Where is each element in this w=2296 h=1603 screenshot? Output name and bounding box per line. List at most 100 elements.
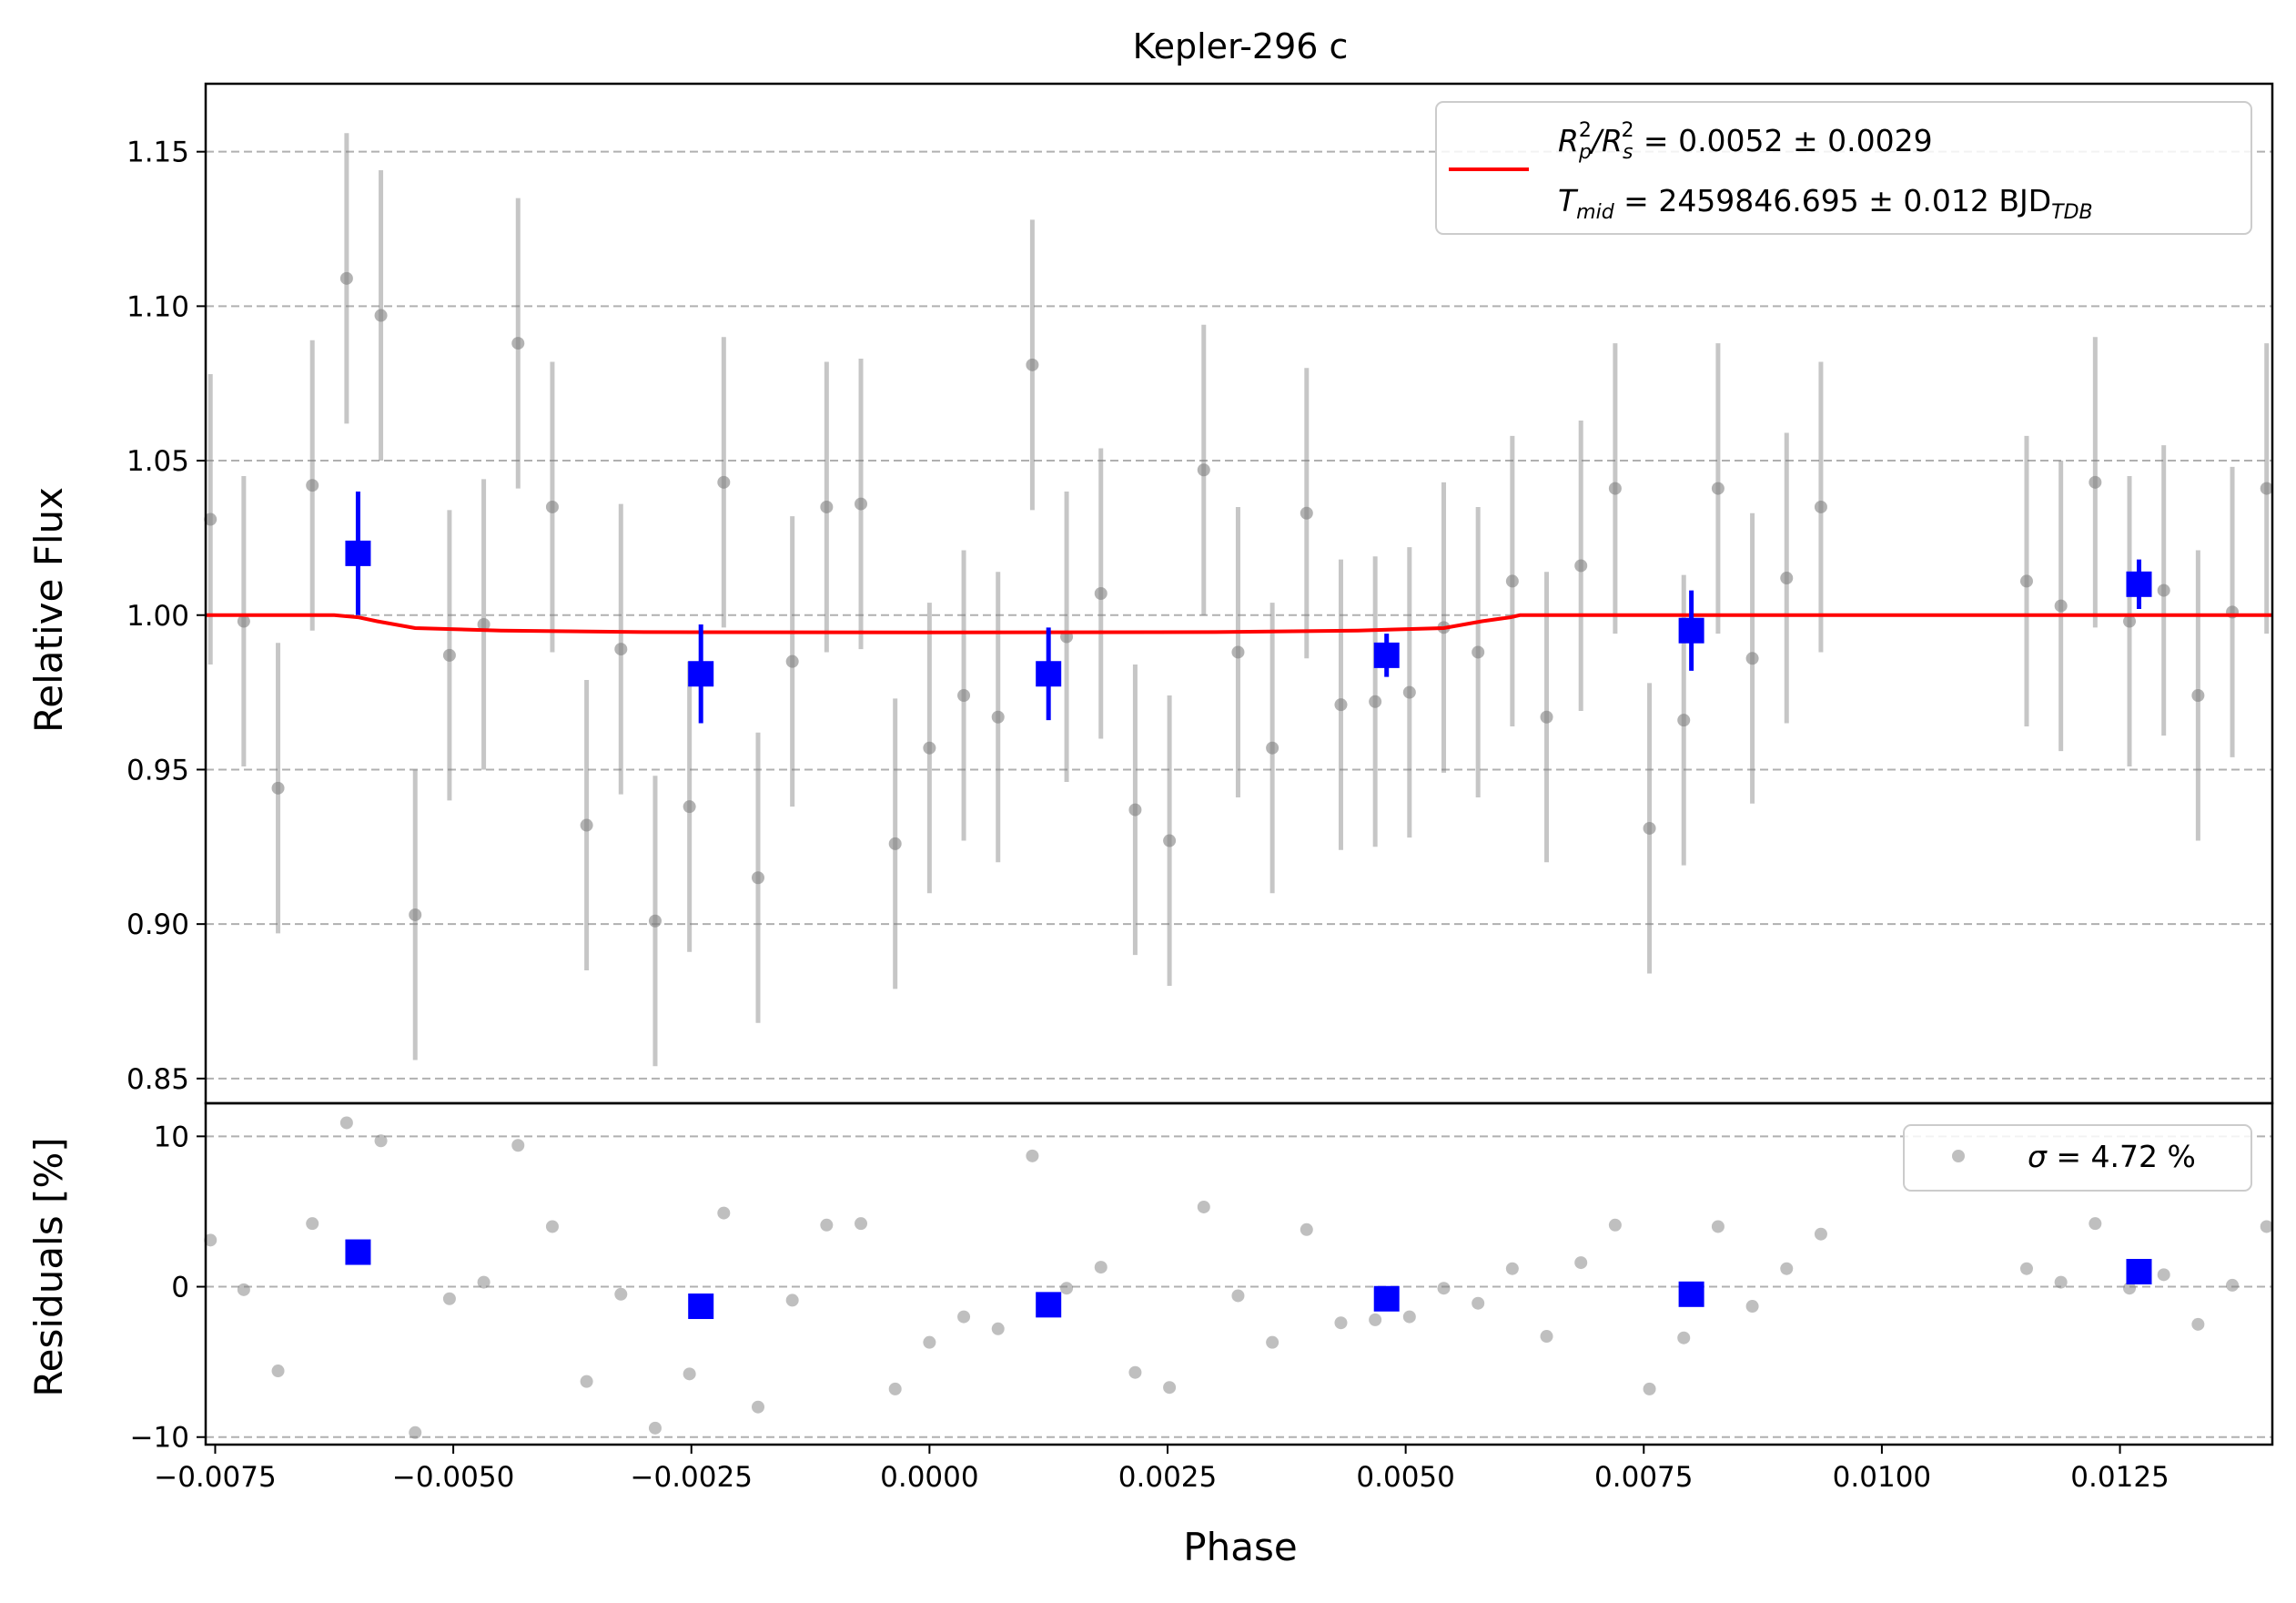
raw-residual-point [751, 1400, 764, 1414]
raw-residual-point [1780, 1262, 1794, 1275]
residual-tick-label: 10 [154, 1121, 189, 1153]
tmid-value: = 2459846.695 ± 0.012 BJD [1614, 183, 2051, 218]
raw-residual-point [2089, 1217, 2102, 1231]
raw-flux-point [477, 617, 491, 631]
raw-residual-point [1540, 1330, 1553, 1344]
raw-residual-point [1197, 1200, 1210, 1213]
raw-residual-points [204, 1116, 2273, 1439]
flux-y-ticks: 0.85 0.90 0.95 1.00 1.05 1.10 1.15 [126, 137, 206, 1096]
raw-flux-point [1026, 358, 1039, 371]
raw-flux-point [2191, 689, 2205, 702]
depth-value: = 0.0052 ± 0.0029 [1633, 123, 1932, 158]
raw-flux-point [1711, 482, 1725, 495]
binned-residual-point [345, 1239, 371, 1265]
raw-flux-point [1574, 559, 1588, 573]
raw-flux-point [2260, 482, 2273, 495]
raw-flux-point [1402, 685, 1416, 699]
raw-flux-point [1163, 834, 1177, 847]
binned-flux-point [1678, 617, 1704, 644]
raw-residual-point [785, 1294, 799, 1307]
raw-flux-point [785, 654, 799, 668]
raw-flux-point [1814, 500, 1827, 513]
phase-tick-label: −0.0025 [631, 1461, 753, 1494]
sigma-legend: σ = 4.72 % [1903, 1124, 2252, 1192]
raw-residual-point [717, 1206, 731, 1220]
raw-residual-point [1437, 1282, 1451, 1295]
tmid-symbol: T [1558, 183, 1579, 218]
raw-flux-point [1369, 695, 1382, 708]
raw-flux-point [2089, 475, 2102, 489]
raw-residual-point [820, 1218, 834, 1232]
binned-flux-points [345, 492, 2152, 724]
binned-residual-point [1373, 1285, 1400, 1312]
rp-superscript: 2 [1579, 119, 1592, 142]
flux-panel: 0.850.900.951.001.051.101.15 Rp2/Rs2 = 0… [26, 82, 2274, 1105]
flux-tick-label: 0.85 [126, 1063, 189, 1096]
raw-residual-point [614, 1287, 628, 1301]
raw-residual-point [271, 1365, 285, 1378]
raw-residual-point [923, 1335, 936, 1349]
tdb-subscript: TDB [2051, 201, 2092, 224]
raw-residual-point [1745, 1300, 1759, 1314]
rs-symbol: /R [1589, 123, 1623, 158]
flux-tick-label: 0.95 [126, 754, 189, 786]
tmid-subscript: mid [1576, 201, 1615, 224]
phase-tick-label: 0.0025 [1118, 1461, 1217, 1494]
legend-sigma: σ = 4.72 % [2028, 1139, 2196, 1174]
legend-radius-ratio: Rp2/Rs2 = 0.0052 ± 0.0029 [1558, 119, 1933, 164]
raw-flux-point [2019, 574, 2033, 588]
raw-residual-point [1472, 1296, 1485, 1310]
binned-flux-point [345, 540, 371, 566]
flux-axis-label: Relative Flux [26, 487, 71, 733]
transit-model-line [206, 613, 2272, 634]
raw-residual-point [2123, 1282, 2137, 1295]
binned-flux-point [688, 661, 714, 687]
raw-residual-point [855, 1217, 868, 1231]
raw-flux-point [545, 500, 559, 513]
binned-residual-point [688, 1294, 714, 1320]
raw-residual-point [1231, 1289, 1245, 1303]
rp-symbol: R [1558, 123, 1579, 158]
phase-tick-label: 0.0100 [1833, 1461, 1931, 1494]
raw-residual-point [1574, 1256, 1588, 1270]
raw-residual-point [204, 1233, 217, 1247]
raw-residual-point [991, 1322, 1005, 1335]
raw-flux-point [855, 497, 868, 511]
flux-tick-label: 0.90 [126, 908, 189, 941]
raw-flux-point [1094, 587, 1108, 600]
raw-residual-point [683, 1367, 696, 1381]
raw-flux-point [888, 837, 902, 850]
raw-residual-point [1643, 1382, 1656, 1395]
rs-superscript: 2 [1621, 119, 1633, 142]
binned-residual-point [1036, 1292, 1062, 1318]
raw-residual-point [545, 1220, 559, 1233]
raw-residual-point [957, 1310, 971, 1324]
raw-flux-point [1334, 698, 1348, 712]
raw-residual-point [237, 1283, 250, 1296]
raw-flux-point [717, 475, 731, 489]
raw-flux-point [923, 741, 936, 755]
raw-flux-point [1608, 482, 1622, 495]
raw-residual-point [1094, 1261, 1108, 1274]
raw-residual-point [2054, 1275, 2068, 1289]
legend-raw-swatch [1952, 1150, 1965, 1162]
raw-flux-point [1128, 803, 1142, 817]
flux-tick-label: 1.05 [126, 445, 189, 478]
phase-tick-label: 0.0050 [1356, 1461, 1454, 1494]
raw-residual-point [1026, 1149, 1039, 1162]
raw-flux-point [374, 309, 388, 322]
flux-gridlines [206, 150, 2272, 1080]
raw-flux-point [1231, 645, 1245, 659]
raw-residual-point [1334, 1316, 1348, 1330]
raw-flux-point [1745, 652, 1759, 665]
residuals-panel-frame [204, 1101, 2274, 1446]
raw-flux-point [648, 914, 662, 928]
raw-residual-point [1163, 1381, 1177, 1395]
raw-flux-point [204, 512, 217, 526]
raw-flux-point [511, 337, 525, 350]
raw-flux-point [1197, 463, 1210, 477]
raw-residual-point [2260, 1220, 2273, 1233]
raw-residual-point [339, 1116, 353, 1130]
raw-flux-point [237, 614, 250, 628]
